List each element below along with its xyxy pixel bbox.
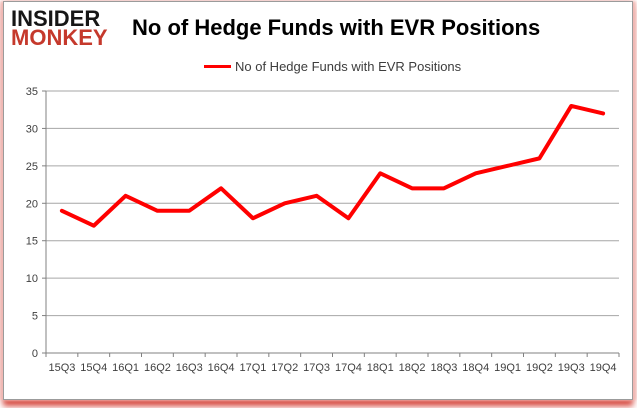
x-axis-label: 19Q4: [590, 362, 617, 374]
y-axis-label: 10: [26, 273, 38, 285]
x-axis-label: 17Q2: [271, 362, 298, 374]
y-axis-label: 5: [32, 311, 38, 323]
x-axis-label: 18Q1: [367, 362, 394, 374]
x-axis-label: 19Q1: [494, 362, 521, 374]
y-axis-label: 25: [26, 161, 38, 173]
x-axis-label: 16Q3: [176, 362, 203, 374]
x-axis-label: 17Q1: [239, 362, 266, 374]
x-axis-label: 18Q2: [399, 362, 426, 374]
legend: No of Hedge Funds with EVR Positions: [204, 56, 461, 76]
x-axis-label: 17Q3: [303, 362, 330, 374]
y-axis-label: 15: [26, 236, 38, 248]
y-axis-label: 0: [32, 348, 38, 360]
chart-widget: INSIDER MONKEY No of Hedge Funds with EV…: [3, 1, 633, 400]
line-chart: 0 5 10 15 20 25 30 35 15Q3 15Q4 16Q1 16Q2 16Q3 16Q4 17…: [26, 86, 620, 374]
y-axis-label: 20: [26, 198, 38, 210]
x-axis-label: 17Q4: [335, 362, 362, 374]
chart-title: No of Hedge Funds with EVR Positions: [132, 15, 541, 40]
x-axis-label: 18Q3: [430, 362, 457, 374]
x-axis-label: 15Q4: [80, 362, 107, 374]
x-axis-label: 15Q3: [48, 362, 75, 374]
y-axis-label: 35: [26, 86, 38, 98]
legend-line-swatch: [204, 64, 231, 68]
legend-label: No of Hedge Funds with EVR Positions: [235, 58, 462, 74]
insider-monkey-logo: INSIDER MONKEY: [11, 6, 108, 50]
y-axis-label: 30: [26, 123, 38, 135]
series-line: [59, 103, 606, 228]
x-axis-label: 16Q1: [112, 362, 139, 374]
x-axis-label: 19Q3: [558, 362, 585, 374]
logo-line-insider: INSIDER: [11, 6, 101, 31]
x-axis-label: 19Q2: [526, 362, 553, 374]
x-axis-label: 16Q4: [208, 362, 235, 374]
x-axis-label: 18Q4: [462, 362, 489, 374]
x-axis-label: 16Q2: [144, 362, 171, 374]
logo-line-monkey: MONKEY: [11, 25, 108, 50]
